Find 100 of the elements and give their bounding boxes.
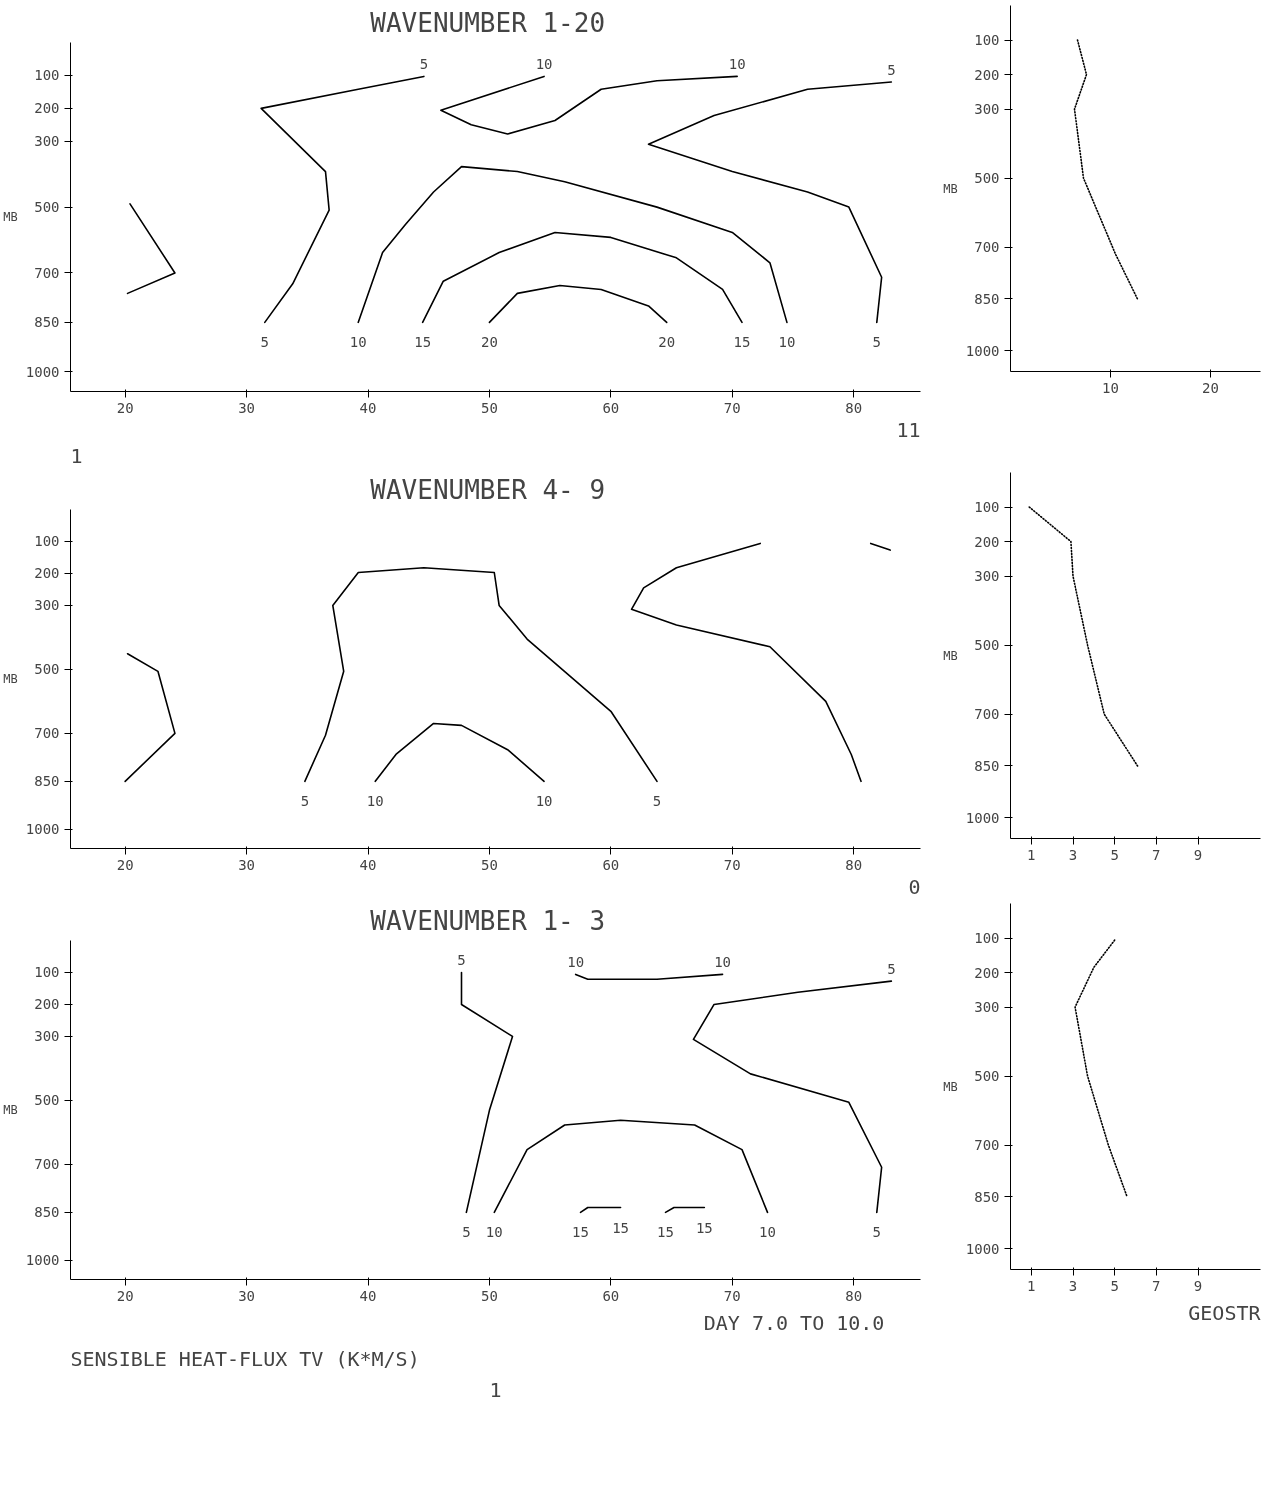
x-tick-label: 20	[116, 399, 134, 416]
y-tick-label: 700	[974, 1137, 1000, 1154]
x-tick-label: 1	[1027, 846, 1036, 863]
text: GEOSTR	[1188, 1300, 1262, 1325]
x-tick-label: 40	[359, 399, 377, 416]
y-tick-label: 500	[34, 199, 60, 216]
line-series	[440, 75, 738, 135]
text: 10	[485, 1224, 503, 1241]
x-tick-label: 5	[1110, 846, 1119, 863]
text: SENSIBLE HEAT-FLUX TV (K*M/S)	[70, 1346, 420, 1371]
y-tick-label: 1000	[965, 1240, 1000, 1257]
y-tick-label: 700	[34, 1156, 60, 1173]
y-tick-label: 1000	[25, 821, 60, 838]
line-series	[374, 722, 545, 783]
text: 20	[481, 334, 498, 351]
text: 1	[489, 1377, 502, 1402]
y-axis-title: MB	[3, 210, 18, 224]
line-series	[493, 1119, 769, 1214]
x-tick-label: 80	[845, 856, 863, 873]
x-tick-label: 5	[1110, 1277, 1119, 1294]
series-label: 20	[658, 334, 676, 351]
y-tick-label: 200	[34, 996, 60, 1013]
series-label: 5	[419, 56, 429, 73]
series-label: 5	[887, 961, 896, 978]
y-tick-label: 100	[34, 533, 60, 550]
line-series	[460, 971, 514, 1214]
y-tick-label: 300	[974, 101, 1000, 118]
y-tick-label: 300	[34, 133, 60, 150]
y-tick-label: 100	[974, 499, 1000, 516]
x-tick-label: 9	[1193, 846, 1203, 863]
x-tick-label: 60	[602, 399, 620, 416]
x-tick-label: 80	[845, 1287, 863, 1304]
y-tick-label: 500	[974, 637, 1000, 654]
x-tick-label: 40	[359, 856, 377, 873]
y-axis-title: MB	[943, 181, 958, 196]
chart-title: WAVENUMBER 4- 9	[370, 474, 606, 505]
x-tick-label: 70	[723, 1287, 741, 1304]
y-tick-label: 100	[974, 32, 1000, 49]
x-tick-label: 7	[1152, 846, 1161, 863]
series-label: 10	[759, 1224, 776, 1241]
y-tick-label: 200	[974, 66, 1000, 83]
text: 15	[414, 334, 432, 351]
y-tick-label: 850	[974, 290, 1000, 307]
x-tick-label: 20	[116, 1287, 134, 1304]
y-tick-label: 850	[34, 773, 60, 790]
text: 0	[908, 874, 921, 899]
series-label: 10	[535, 793, 553, 810]
series-label: 15	[695, 1219, 713, 1236]
x-tick-label: 70	[723, 399, 741, 416]
y-tick-label: 1000	[965, 342, 1000, 359]
text: 1	[70, 443, 83, 468]
x-tick-label: 3	[1068, 1277, 1078, 1294]
series-label: 5	[887, 62, 896, 79]
text: 11	[896, 417, 921, 442]
line-series	[304, 566, 658, 783]
series-label: 10	[714, 954, 731, 971]
y-tick-label: 700	[974, 239, 1000, 256]
y-tick-label: 300	[974, 999, 1000, 1016]
text: 5	[872, 1224, 882, 1241]
line-series	[692, 980, 893, 1214]
series-label: 5	[652, 793, 662, 810]
x-tick-label: 30	[238, 1287, 255, 1304]
y-axis-title: MB	[3, 1103, 18, 1117]
y-tick-label: 300	[974, 568, 1000, 585]
series-label: 5	[457, 952, 466, 969]
y-tick-label: 500	[34, 661, 60, 678]
line-series	[1073, 39, 1139, 300]
x-tick-label: 70	[723, 856, 741, 873]
line-series	[488, 284, 668, 324]
x-tick-label: 3	[1068, 846, 1078, 863]
x-tick-label: 60	[602, 856, 620, 873]
text: DAY 7.0 TO 10.0	[703, 1310, 885, 1335]
text: 15	[657, 1224, 674, 1241]
y-tick-label: 850	[34, 1204, 60, 1221]
line-series	[357, 165, 788, 324]
line-series	[1028, 506, 1139, 767]
x-tick-label: 80	[845, 399, 863, 416]
x-tick-label: 1	[1027, 1277, 1036, 1294]
y-tick-label: 100	[34, 964, 60, 981]
y-tick-label: 700	[974, 706, 1000, 723]
x-tick-label: 60	[602, 1287, 620, 1304]
x-tick-label: 30	[238, 399, 255, 416]
text: 5	[260, 334, 270, 351]
text: 10	[567, 954, 585, 971]
chart-title: WAVENUMBER 1- 3	[370, 905, 606, 936]
y-tick-label: 200	[974, 533, 1000, 550]
y-tick-label: 500	[974, 170, 1000, 187]
y-tick-label: 1000	[25, 1252, 60, 1269]
text: 15	[572, 1224, 589, 1241]
x-tick-label: 50	[481, 856, 498, 873]
x-tick-label: 40	[359, 1287, 377, 1304]
y-tick-label: 500	[974, 1068, 1000, 1085]
line-series	[124, 652, 176, 783]
y-tick-label: 500	[34, 1092, 60, 1109]
y-tick-label: 200	[974, 964, 1000, 981]
y-tick-label: 200	[34, 100, 60, 117]
y-tick-label: 300	[34, 1028, 60, 1045]
y-tick-label: 700	[34, 264, 60, 281]
series-label: 15	[612, 1219, 629, 1236]
y-tick-label: 850	[34, 314, 60, 331]
